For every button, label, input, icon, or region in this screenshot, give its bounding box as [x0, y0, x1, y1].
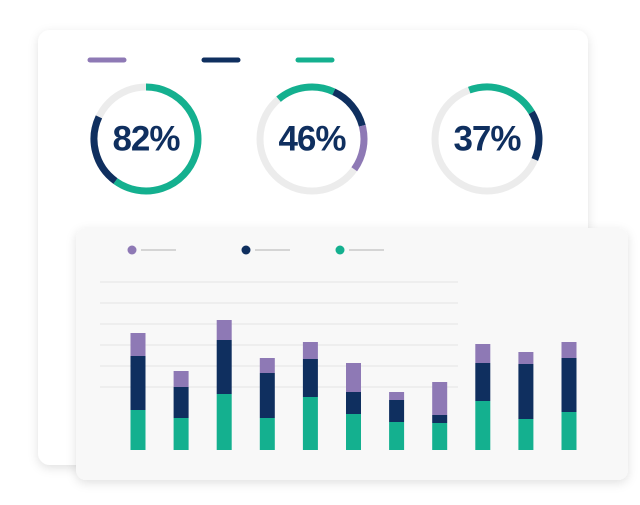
- bar-segment: [216, 320, 232, 340]
- legend-dot: [241, 245, 251, 255]
- bar-segment: [346, 392, 361, 414]
- bar-segment: [346, 363, 361, 392]
- bar-segment: [518, 364, 534, 419]
- donut-segment: [90, 115, 118, 184]
- bar-panel: [100, 245, 577, 450]
- bar-segment: [173, 371, 189, 387]
- bar-segment: [173, 387, 189, 418]
- bar-segment: [216, 394, 232, 450]
- bar-segment: [389, 392, 405, 400]
- donut-segment: [528, 110, 543, 161]
- bar-segment: [475, 363, 491, 401]
- bar-segment: [130, 356, 146, 410]
- bar-segment: [475, 344, 491, 363]
- bar-segment: [259, 358, 275, 373]
- bar-segment: [302, 342, 318, 359]
- bar-segment: [259, 418, 275, 450]
- bar-segment: [389, 400, 405, 422]
- bar-segment: [216, 340, 232, 394]
- donut-segment: [468, 83, 535, 115]
- bar-segment: [302, 397, 318, 450]
- donut-segment: [351, 124, 368, 172]
- bar-segment: [130, 333, 146, 356]
- donut-panel: 82% 46% 37%: [87, 57, 543, 195]
- donut-label: 37%: [453, 120, 521, 159]
- donut-label: 46%: [278, 120, 346, 159]
- bar-segment: [173, 418, 189, 450]
- bar-segment: [130, 410, 146, 450]
- bar-segment: [561, 358, 577, 412]
- bar-segment: [561, 412, 577, 450]
- legend-dot: [127, 245, 137, 255]
- bar-segment: [302, 359, 318, 397]
- donut-segment: [276, 83, 336, 102]
- bar-segment: [389, 422, 405, 450]
- bar-segment: [259, 373, 275, 418]
- bar-segment: [475, 401, 491, 450]
- donut-segment: [113, 83, 202, 195]
- bar-segment: [432, 423, 448, 450]
- bar-segment: [518, 419, 534, 450]
- bar-segment: [346, 414, 361, 450]
- donut-label: 82%: [112, 120, 180, 159]
- bar-segment: [432, 382, 448, 415]
- bar-segment: [432, 415, 448, 423]
- legend-dot: [335, 245, 345, 255]
- donut-segment: [332, 88, 366, 127]
- bar-segment: [518, 352, 534, 364]
- bar-segment: [561, 342, 577, 358]
